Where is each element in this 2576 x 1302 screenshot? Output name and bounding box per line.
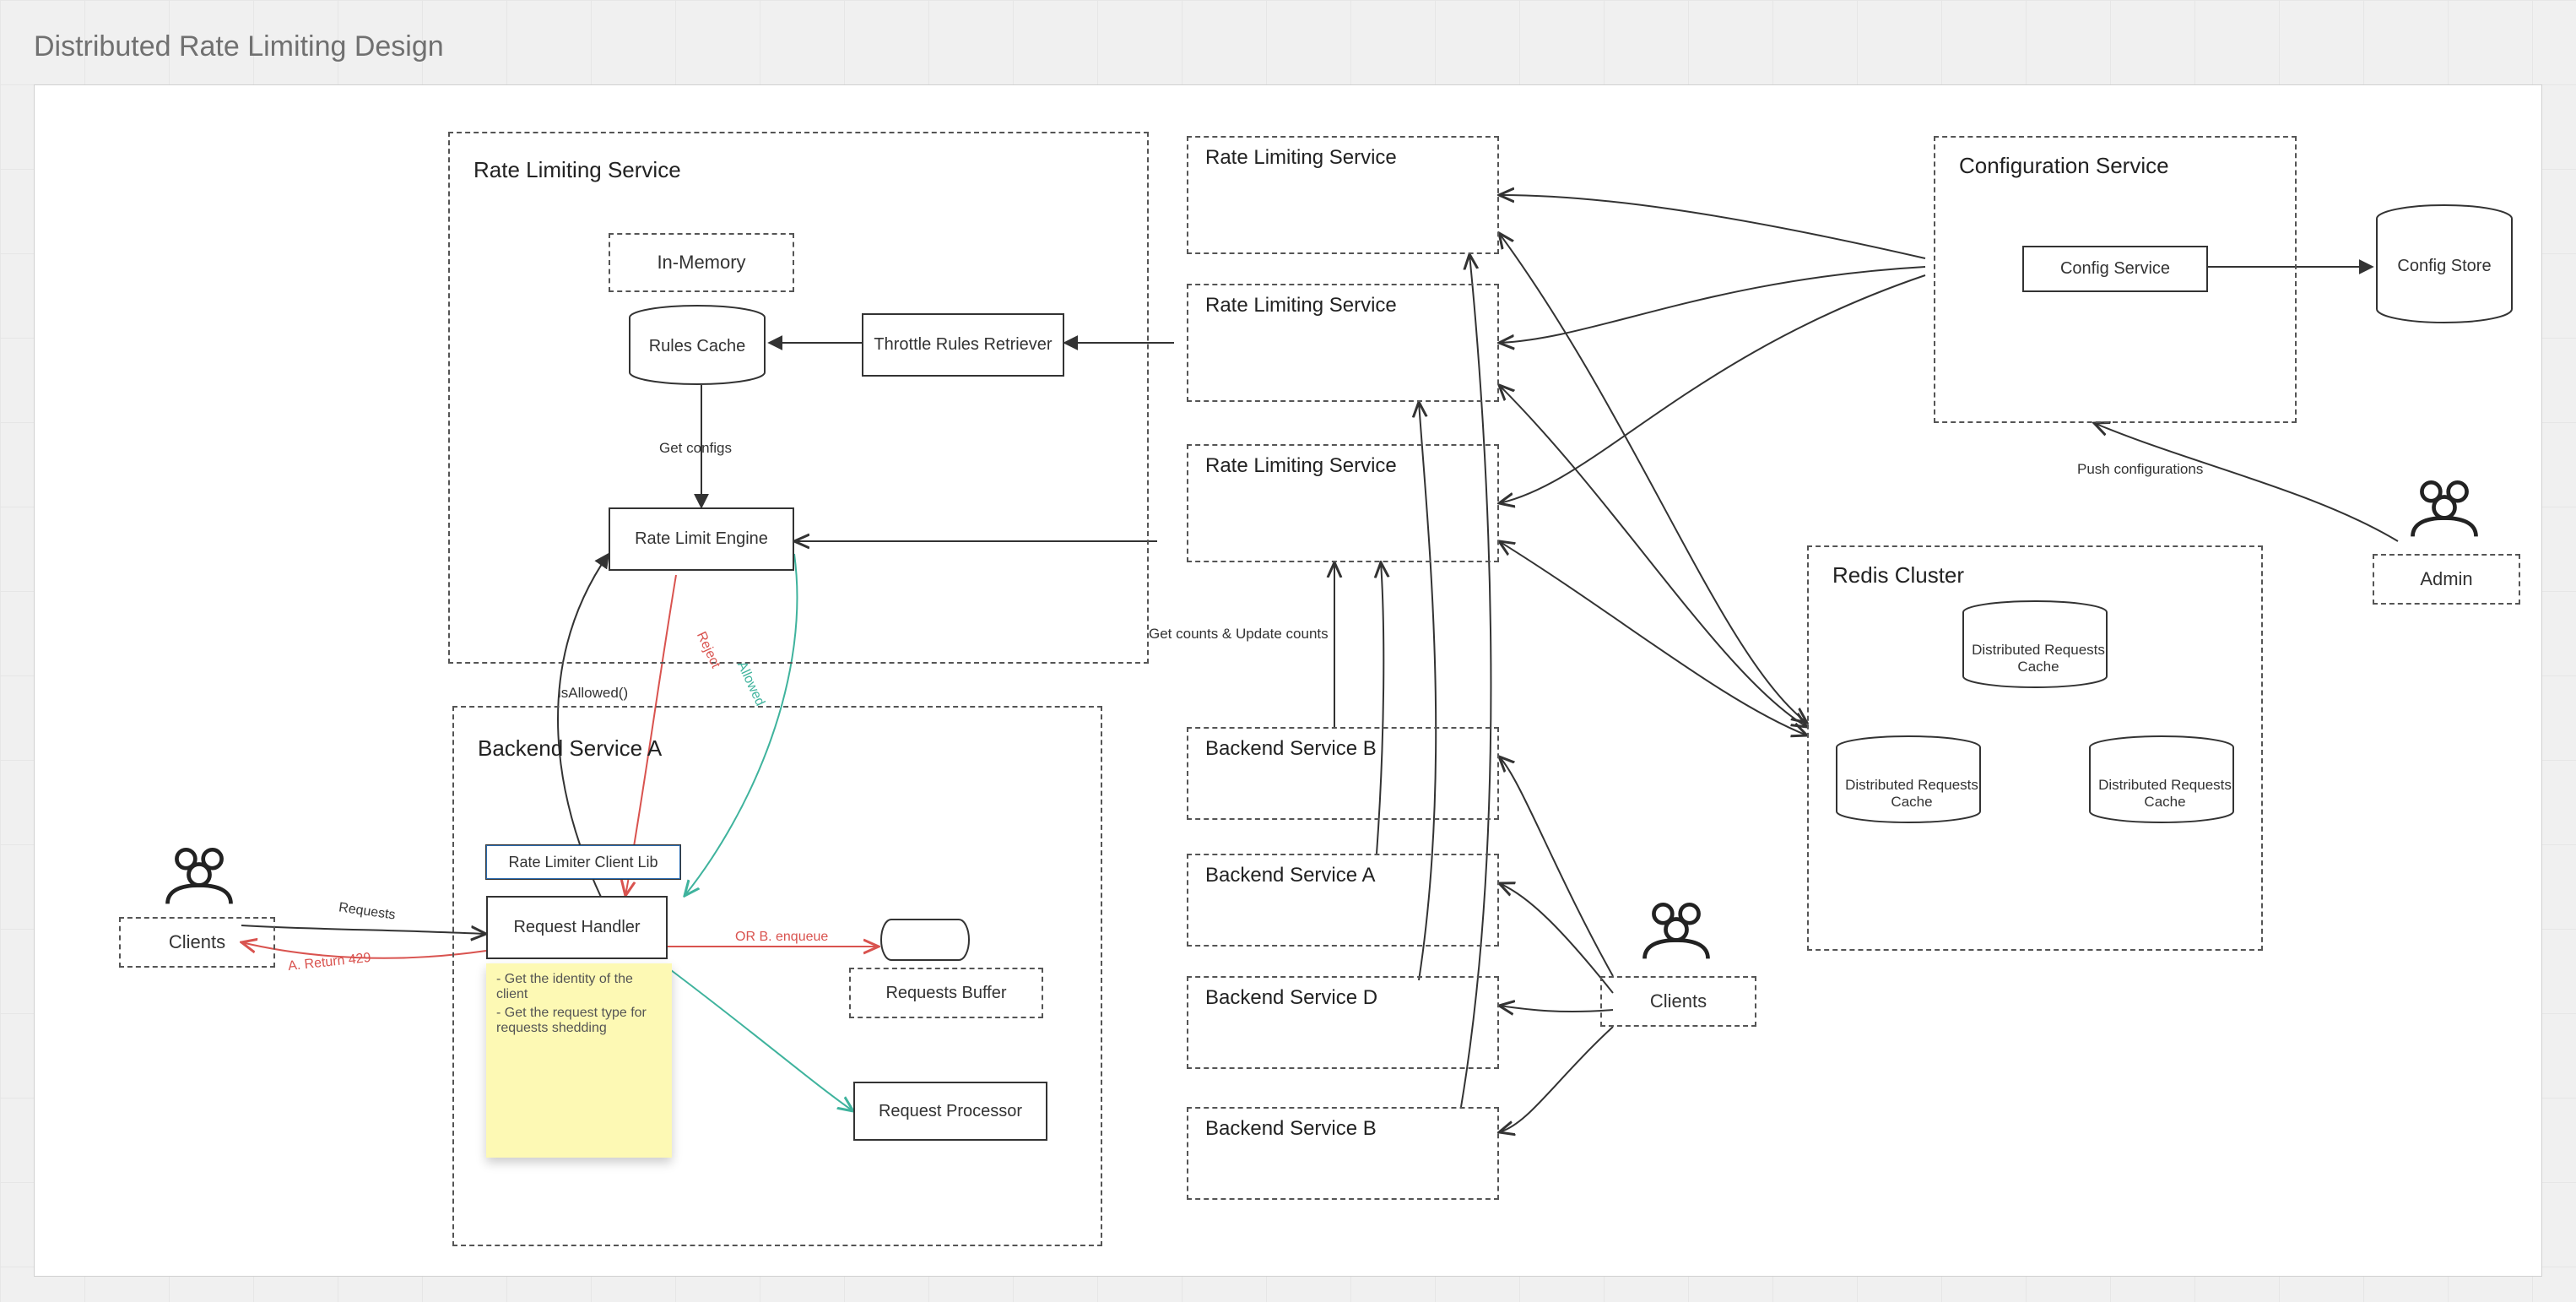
node-rls-small-3: Rate Limiting Service xyxy=(1187,444,1499,562)
node-rls-small-1: Rate Limiting Service xyxy=(1187,136,1499,254)
node-rls-small-1-label: Rate Limiting Service xyxy=(1205,146,1397,170)
node-bs-b-2: Backend Service B xyxy=(1187,1107,1499,1200)
edge-rls2-redis xyxy=(1499,385,1807,727)
diagram-canvas: Rate Limiting Service In-Memory Rules Ca… xyxy=(34,84,2542,1277)
group-title-rls: Rate Limiting Service xyxy=(474,157,681,183)
admin-icon xyxy=(2402,474,2487,541)
edge-config-to-rls2 xyxy=(1499,267,1925,343)
group-title-bsa: Backend Service A xyxy=(478,735,662,762)
edge-rls1-redis xyxy=(1499,233,1807,723)
page: Distributed Rate Limiting Design xyxy=(0,0,2576,1302)
edge-clients-bsd xyxy=(1499,1006,1613,1012)
sticky-note: - Get the identity of the client - Get t… xyxy=(486,963,672,1158)
group-rate-limiting-service xyxy=(448,132,1149,664)
label-get-counts: Get counts & Update counts xyxy=(1149,626,1329,643)
node-dist-cache-1-label: Distributed Requests Cache xyxy=(1959,621,2118,696)
group-title-config: Configuration Service xyxy=(1959,153,2169,179)
page-title: Distributed Rate Limiting Design xyxy=(34,30,444,63)
edge-config-to-rls3 xyxy=(1499,275,1925,503)
node-bs-a-mid: Backend Service A xyxy=(1187,854,1499,947)
node-rls-small-3-label: Rate Limiting Service xyxy=(1205,454,1397,478)
node-rules-cache: Rules Cache xyxy=(625,305,769,389)
label-is-allowed: isAllowed() xyxy=(558,685,628,702)
node-bs-b-2-label: Backend Service B xyxy=(1205,1117,1377,1141)
node-requests-buffer-can xyxy=(879,917,971,963)
label-get-configs: Get configs xyxy=(659,440,732,457)
node-config-store: Config Store xyxy=(2373,203,2516,330)
node-rate-limit-engine: Rate Limit Engine xyxy=(609,507,794,571)
node-dist-cache-3-label: Distributed Requests Cache xyxy=(2086,757,2244,831)
node-in-memory: In-Memory xyxy=(609,233,794,292)
edge-clients-requests xyxy=(241,925,486,934)
edge-clients-bsb2 xyxy=(1499,1027,1613,1132)
label-push-configs: Push configurations xyxy=(2077,461,2203,478)
node-bs-a-mid-label: Backend Service A xyxy=(1205,864,1375,887)
node-rls-small-2-label: Rate Limiting Service xyxy=(1205,294,1397,317)
edge-clients-bsb1 xyxy=(1499,757,1613,976)
clients-mid-icon xyxy=(1634,896,1718,963)
node-bs-d-label: Backend Service D xyxy=(1205,986,1377,1010)
node-clients-mid: Clients xyxy=(1600,976,1756,1027)
note-line-1: - Get the identity of the client xyxy=(496,972,662,1002)
group-title-redis: Redis Cluster xyxy=(1832,562,1964,589)
node-request-handler: Request Handler xyxy=(486,896,668,959)
node-throttle-retriever: Throttle Rules Retriever xyxy=(862,313,1064,377)
clients-left-icon xyxy=(157,841,241,909)
node-clients-left: Clients xyxy=(119,917,275,968)
svg-text:Config Store: Config Store xyxy=(2397,257,2491,275)
node-bs-d: Backend Service D xyxy=(1187,976,1499,1069)
edge-admin-push xyxy=(2094,423,2398,541)
edge-clients-bsa xyxy=(1499,883,1613,993)
edge-rls3-redis xyxy=(1499,541,1807,735)
node-requests-buffer: Requests Buffer xyxy=(849,968,1043,1018)
edge-config-to-rls1 xyxy=(1499,195,1925,258)
node-admin: Admin xyxy=(2373,554,2520,605)
node-bs-b-1-label: Backend Service B xyxy=(1205,737,1377,761)
label-or-enqueue: OR B. enqueue xyxy=(735,930,828,945)
svg-text:Rules Cache: Rules Cache xyxy=(649,337,746,355)
node-client-lib: Rate Limiter Client Lib xyxy=(486,845,680,879)
node-rls-small-2: Rate Limiting Service xyxy=(1187,284,1499,402)
note-line-2: - Get the request type for requests shed… xyxy=(496,1006,662,1036)
node-request-processor: Request Processor xyxy=(853,1082,1047,1141)
node-config-service: Config Service xyxy=(2022,246,2208,292)
node-dist-cache-2-label: Distributed Requests Cache xyxy=(1832,757,1991,831)
node-bs-b-1: Backend Service B xyxy=(1187,727,1499,820)
